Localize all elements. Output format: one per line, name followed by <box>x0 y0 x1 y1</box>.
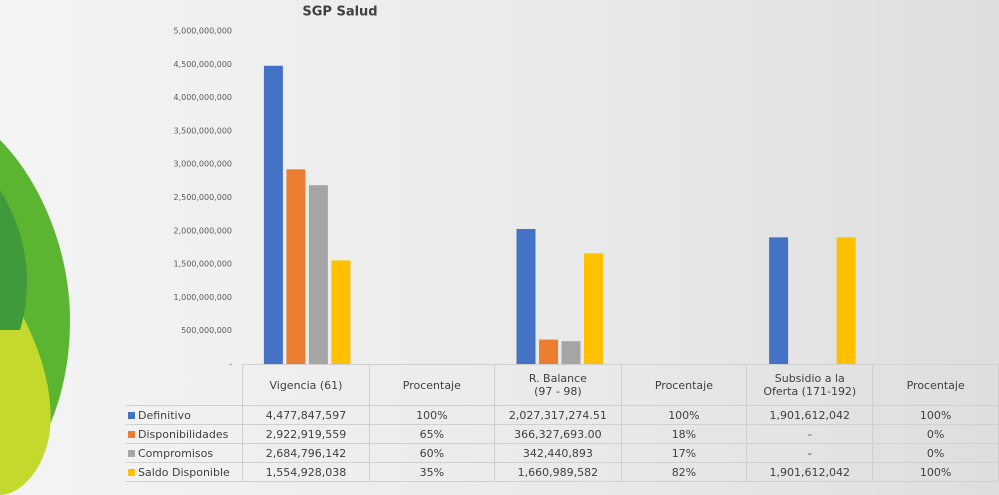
data-label: 100% <box>873 406 999 425</box>
bar <box>286 169 305 364</box>
legend-entry: Disponibilidades <box>125 425 243 444</box>
data-label: 100% <box>369 406 495 425</box>
data-label: 1,554,928,038 <box>243 463 369 482</box>
x-tick-label: Vigencia (61) <box>243 365 369 406</box>
bar <box>331 260 350 364</box>
x-tick-label: Subsidio a la Oferta (171-192) <box>747 365 873 406</box>
table-corner <box>125 365 243 406</box>
y-tick-label: 4,000,000,000 <box>173 93 232 102</box>
data-label: 18% <box>621 425 747 444</box>
data-label: 2,684,796,142 <box>243 444 369 463</box>
y-tick-label: 1,000,000,000 <box>173 293 232 302</box>
data-label: 4,477,847,597 <box>243 406 369 425</box>
legend-entry: Compromisos <box>125 444 243 463</box>
data-label: 0% <box>873 444 999 463</box>
y-tick-label: 3,500,000,000 <box>173 126 232 135</box>
data-label: 65% <box>369 425 495 444</box>
legend-label: Compromisos <box>138 447 213 460</box>
chart-title: SGP Salud <box>302 5 377 20</box>
y-tick-label: 2,000,000,000 <box>173 226 232 235</box>
data-label: 342,440,893 <box>495 444 621 463</box>
y-tick-label: 1,500,000,000 <box>173 260 232 269</box>
bar <box>837 237 856 364</box>
legend-entry: Saldo Disponible <box>125 463 243 482</box>
data-label: 2,922,919,559 <box>243 425 369 444</box>
data-label: 17% <box>621 444 747 463</box>
data-label: 366,327,693.00 <box>495 425 621 444</box>
screen: SGP Salud - 500,000,000 1,000,000,000 1,500… <box>0 0 999 495</box>
x-tick-label: R. Balance (97 - 98) <box>495 365 621 406</box>
bar <box>584 253 603 364</box>
data-label: 35% <box>369 463 495 482</box>
bar <box>539 340 558 364</box>
bar <box>309 185 328 364</box>
legend-swatch <box>128 450 135 457</box>
bar <box>264 66 283 364</box>
data-label: 100% <box>621 406 747 425</box>
y-tick-label: 500,000,000 <box>181 326 232 335</box>
data-label: - <box>747 444 873 463</box>
legend-swatch <box>128 431 135 438</box>
legend-label: Saldo Disponible <box>138 466 230 479</box>
legend-label: Definitivo <box>138 409 191 422</box>
legend-swatch <box>128 469 135 476</box>
data-label: 100% <box>873 463 999 482</box>
data-label: 60% <box>369 444 495 463</box>
data-label: 0% <box>873 425 999 444</box>
data-label: 1,660,989,582 <box>495 463 621 482</box>
data-label: 2,027,317,274.51 <box>495 406 621 425</box>
y-tick-label: 3,000,000,000 <box>173 160 232 169</box>
bar <box>769 237 788 364</box>
y-tick-label: 2,500,000,000 <box>173 193 232 202</box>
bar <box>517 229 536 364</box>
legend-label: Disponibilidades <box>138 428 228 441</box>
legend-swatch <box>128 412 135 419</box>
data-label: 1,901,612,042 <box>747 406 873 425</box>
x-tick-label: Procentaje <box>621 365 747 406</box>
data-label: 1,901,612,042 <box>747 463 873 482</box>
legend-entry: Definitivo <box>125 406 243 425</box>
y-tick-label: 5,000,000,000 <box>173 27 232 36</box>
y-tick-label: 4,500,000,000 <box>173 60 232 69</box>
data-label: 82% <box>621 463 747 482</box>
data-label: - <box>747 425 873 444</box>
bar <box>562 341 581 364</box>
x-tick-label: Procentaje <box>369 365 495 406</box>
x-tick-label: Procentaje <box>873 365 999 406</box>
